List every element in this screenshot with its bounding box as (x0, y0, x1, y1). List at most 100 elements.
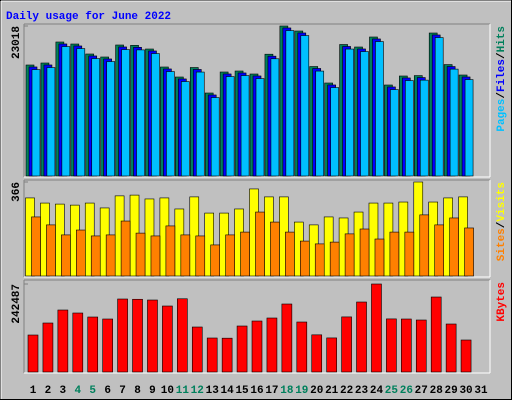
bar (195, 235, 206, 277)
bar (255, 78, 265, 177)
bar (299, 240, 310, 277)
x-tick-label: 28 (430, 385, 444, 397)
bar (135, 232, 146, 277)
bar (162, 305, 173, 373)
bar (31, 69, 41, 177)
y-tick-label: 23018 (11, 26, 23, 59)
bar (177, 298, 188, 373)
legend-entry: KBytes (496, 282, 508, 322)
bar (314, 243, 325, 277)
x-tick-label: 7 (119, 385, 126, 397)
bar (330, 87, 339, 177)
bar (206, 337, 218, 373)
bar (42, 322, 54, 373)
legend-separator: / (496, 52, 508, 59)
x-tick-label: 17 (265, 385, 278, 397)
bar (300, 35, 310, 177)
bar (102, 318, 113, 373)
bar (132, 298, 143, 373)
legend-entry: Pages (496, 99, 508, 132)
bar (46, 67, 56, 177)
x-tick-label: 8 (134, 385, 141, 397)
x-tick-label: 19 (295, 385, 308, 397)
bar (386, 318, 397, 373)
bar (345, 48, 354, 177)
bar (210, 97, 220, 177)
bar (90, 235, 101, 277)
bar (449, 68, 459, 177)
x-tick-label: 31 (474, 385, 488, 397)
bar (464, 79, 474, 177)
bar (76, 48, 86, 177)
bar (151, 53, 160, 177)
bar (434, 224, 445, 277)
bar (389, 231, 400, 277)
bar (72, 312, 84, 373)
x-tick-label: 6 (104, 385, 111, 397)
bar (251, 320, 263, 373)
x-tick-label: 11 (176, 385, 190, 397)
x-tick-label: 21 (325, 385, 339, 397)
x-tick-label: 10 (161, 385, 174, 397)
chart-title: Daily usage for June 2022 (6, 11, 171, 23)
legend: KBytes (496, 282, 508, 322)
legend-separator: / (496, 221, 508, 228)
x-tick-label: 22 (340, 385, 353, 397)
bar (270, 221, 280, 277)
legend: Sites/Visits (496, 182, 508, 261)
bar (285, 30, 295, 177)
bar (181, 81, 190, 177)
bar (57, 309, 69, 373)
bar (445, 323, 457, 373)
bar (266, 317, 278, 373)
bar (150, 235, 161, 277)
bar (311, 334, 323, 373)
bar (191, 326, 203, 373)
bar (341, 316, 352, 373)
bar (404, 231, 415, 277)
x-tick-label: 16 (250, 385, 263, 397)
bar (255, 211, 265, 277)
bar (105, 234, 116, 277)
bar (270, 58, 280, 177)
bar (120, 220, 131, 277)
bar (221, 337, 233, 373)
bar (405, 80, 414, 177)
bar (240, 75, 250, 177)
bar (240, 231, 250, 277)
x-tick-label: 5 (89, 385, 96, 397)
bar (61, 46, 71, 177)
x-tick-label: 20 (310, 385, 323, 397)
x-tick-label: 1 (30, 385, 37, 397)
bar (434, 37, 444, 177)
legend-entry: Sites (496, 228, 508, 261)
bar (106, 61, 115, 177)
x-tick-label: 3 (60, 385, 67, 397)
bar (344, 233, 355, 277)
bar (195, 71, 205, 177)
x-tick-label: 14 (221, 385, 235, 397)
bar (46, 224, 56, 277)
bar (360, 51, 369, 177)
bar (165, 225, 176, 277)
bar (210, 244, 220, 277)
x-tick-label: 24 (370, 385, 384, 397)
bar (371, 283, 382, 373)
legend-entry: Visits (496, 182, 508, 222)
x-tick-label: 13 (206, 385, 220, 397)
bar (419, 214, 430, 277)
x-tick-label: 25 (385, 385, 399, 397)
bar (147, 299, 158, 373)
bar (464, 227, 474, 277)
bar (460, 339, 472, 373)
bar (296, 321, 308, 373)
x-tick-label: 4 (74, 385, 81, 397)
bar (401, 318, 412, 373)
bar (76, 229, 86, 277)
bar (430, 296, 442, 373)
x-tick-label: 2 (45, 385, 52, 397)
bar (225, 76, 235, 177)
x-tick-label: 9 (149, 385, 156, 397)
x-tick-label: 27 (415, 385, 428, 397)
